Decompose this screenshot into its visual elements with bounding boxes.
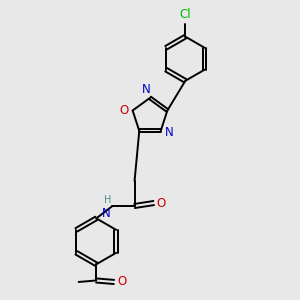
Text: H: H	[103, 194, 111, 205]
Text: N: N	[142, 83, 151, 96]
Text: O: O	[117, 275, 126, 289]
Text: N: N	[165, 126, 174, 139]
Text: Cl: Cl	[179, 8, 191, 21]
Text: O: O	[157, 196, 166, 209]
Text: N: N	[102, 208, 111, 220]
Text: O: O	[119, 104, 128, 117]
